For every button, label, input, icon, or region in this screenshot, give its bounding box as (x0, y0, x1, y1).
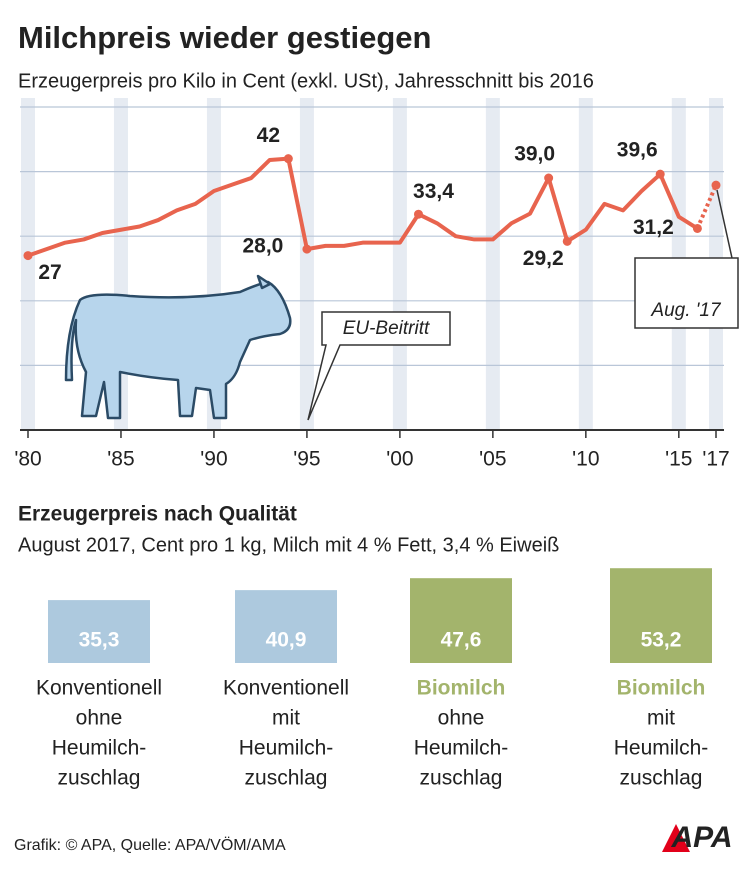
chart-title: Milchpreis wieder gestiegen (18, 20, 431, 55)
year-band (299, 98, 314, 430)
bar (610, 568, 712, 663)
source: Grafik: © APA, Quelle: APA/VÖM/AMA (14, 836, 286, 854)
data-label: 29,2 (523, 247, 564, 270)
year-band (392, 98, 407, 430)
category-label: Biomilch (617, 677, 706, 700)
callout: EU-Beitritt (307, 311, 451, 421)
year-band (21, 98, 35, 430)
data-point (711, 180, 721, 190)
category-label: Konventionell (223, 677, 349, 700)
data-point (544, 173, 554, 183)
data-point (283, 154, 293, 164)
leader-line (716, 189, 733, 259)
data-label: 39,0 (514, 143, 555, 166)
x-tick-label: '10 (572, 448, 599, 471)
callout-box (634, 257, 739, 329)
x-tick-label: '85 (107, 448, 134, 471)
data-label: 27 (38, 261, 61, 284)
data-point (655, 169, 665, 179)
bar (48, 600, 150, 663)
chart-title: Erzeugerpreis nach Qualität (18, 503, 297, 526)
category-label: Konventionell (36, 677, 162, 700)
annotation: Aug. '17 (650, 300, 722, 321)
category-label: Heumilch- (239, 737, 334, 760)
bar-value-label: 53,2 (641, 629, 682, 652)
data-label: 28,0 (242, 235, 283, 258)
category-label: mit (272, 707, 300, 730)
bar (410, 578, 512, 663)
data-line-dashed (695, 184, 718, 230)
bar-value-label: 35,3 (79, 629, 120, 652)
chart-subtitle: August 2017, Cent pro 1 kg, Milch mit 4 … (18, 534, 559, 556)
data-point (23, 251, 33, 261)
logo-mark (662, 824, 690, 852)
year-band (578, 98, 593, 430)
x-tick-label: '00 (386, 448, 413, 471)
x-tick-label: '95 (293, 448, 320, 471)
category-label: Biomilch (417, 677, 506, 700)
callout: Aug. '17 (634, 189, 739, 329)
x-tick-label: '15 (665, 448, 692, 471)
cow-icon (64, 274, 292, 420)
callout-box (307, 311, 451, 421)
data-line (27, 156, 699, 258)
logo: APA (670, 821, 732, 854)
bar (235, 590, 337, 663)
x-tick-label: '17 (702, 448, 729, 471)
data-label: 39,6 (617, 139, 658, 162)
x-tick-label: '90 (200, 448, 227, 471)
bar-chart: 35,3 Konventionell ohne Heumilch-zuschlag 40… (36, 568, 712, 790)
category-label: ohne (438, 707, 485, 730)
category-label: mit (647, 707, 675, 730)
category-label: zuschlag (58, 767, 141, 790)
category-label: zuschlag (620, 767, 703, 790)
bar-value-label: 40,9 (266, 629, 307, 652)
category-label: zuschlag (245, 767, 328, 790)
category-label: Heumilch- (52, 737, 147, 760)
chart-subtitle: Erzeugerpreis pro Kilo in Cent (exkl. US… (18, 70, 594, 92)
category-label: zuschlag (420, 767, 503, 790)
year-band (485, 98, 500, 430)
data-label: 42 (257, 124, 280, 147)
bar-value-label: 47,6 (441, 629, 482, 652)
data-point (413, 209, 423, 219)
x-tick-label: '80 (14, 448, 41, 471)
data-point (692, 223, 702, 233)
annotation: EU-Beitritt (343, 318, 430, 339)
category-label: ohne (76, 707, 123, 730)
data-label: 33,4 (413, 180, 454, 203)
category-label: Heumilch- (614, 737, 709, 760)
category-label: Heumilch- (414, 737, 509, 760)
data-label: 31,2 (633, 216, 674, 239)
data-point (302, 244, 312, 254)
data-point (562, 236, 572, 246)
x-tick-label: '05 (479, 448, 506, 471)
